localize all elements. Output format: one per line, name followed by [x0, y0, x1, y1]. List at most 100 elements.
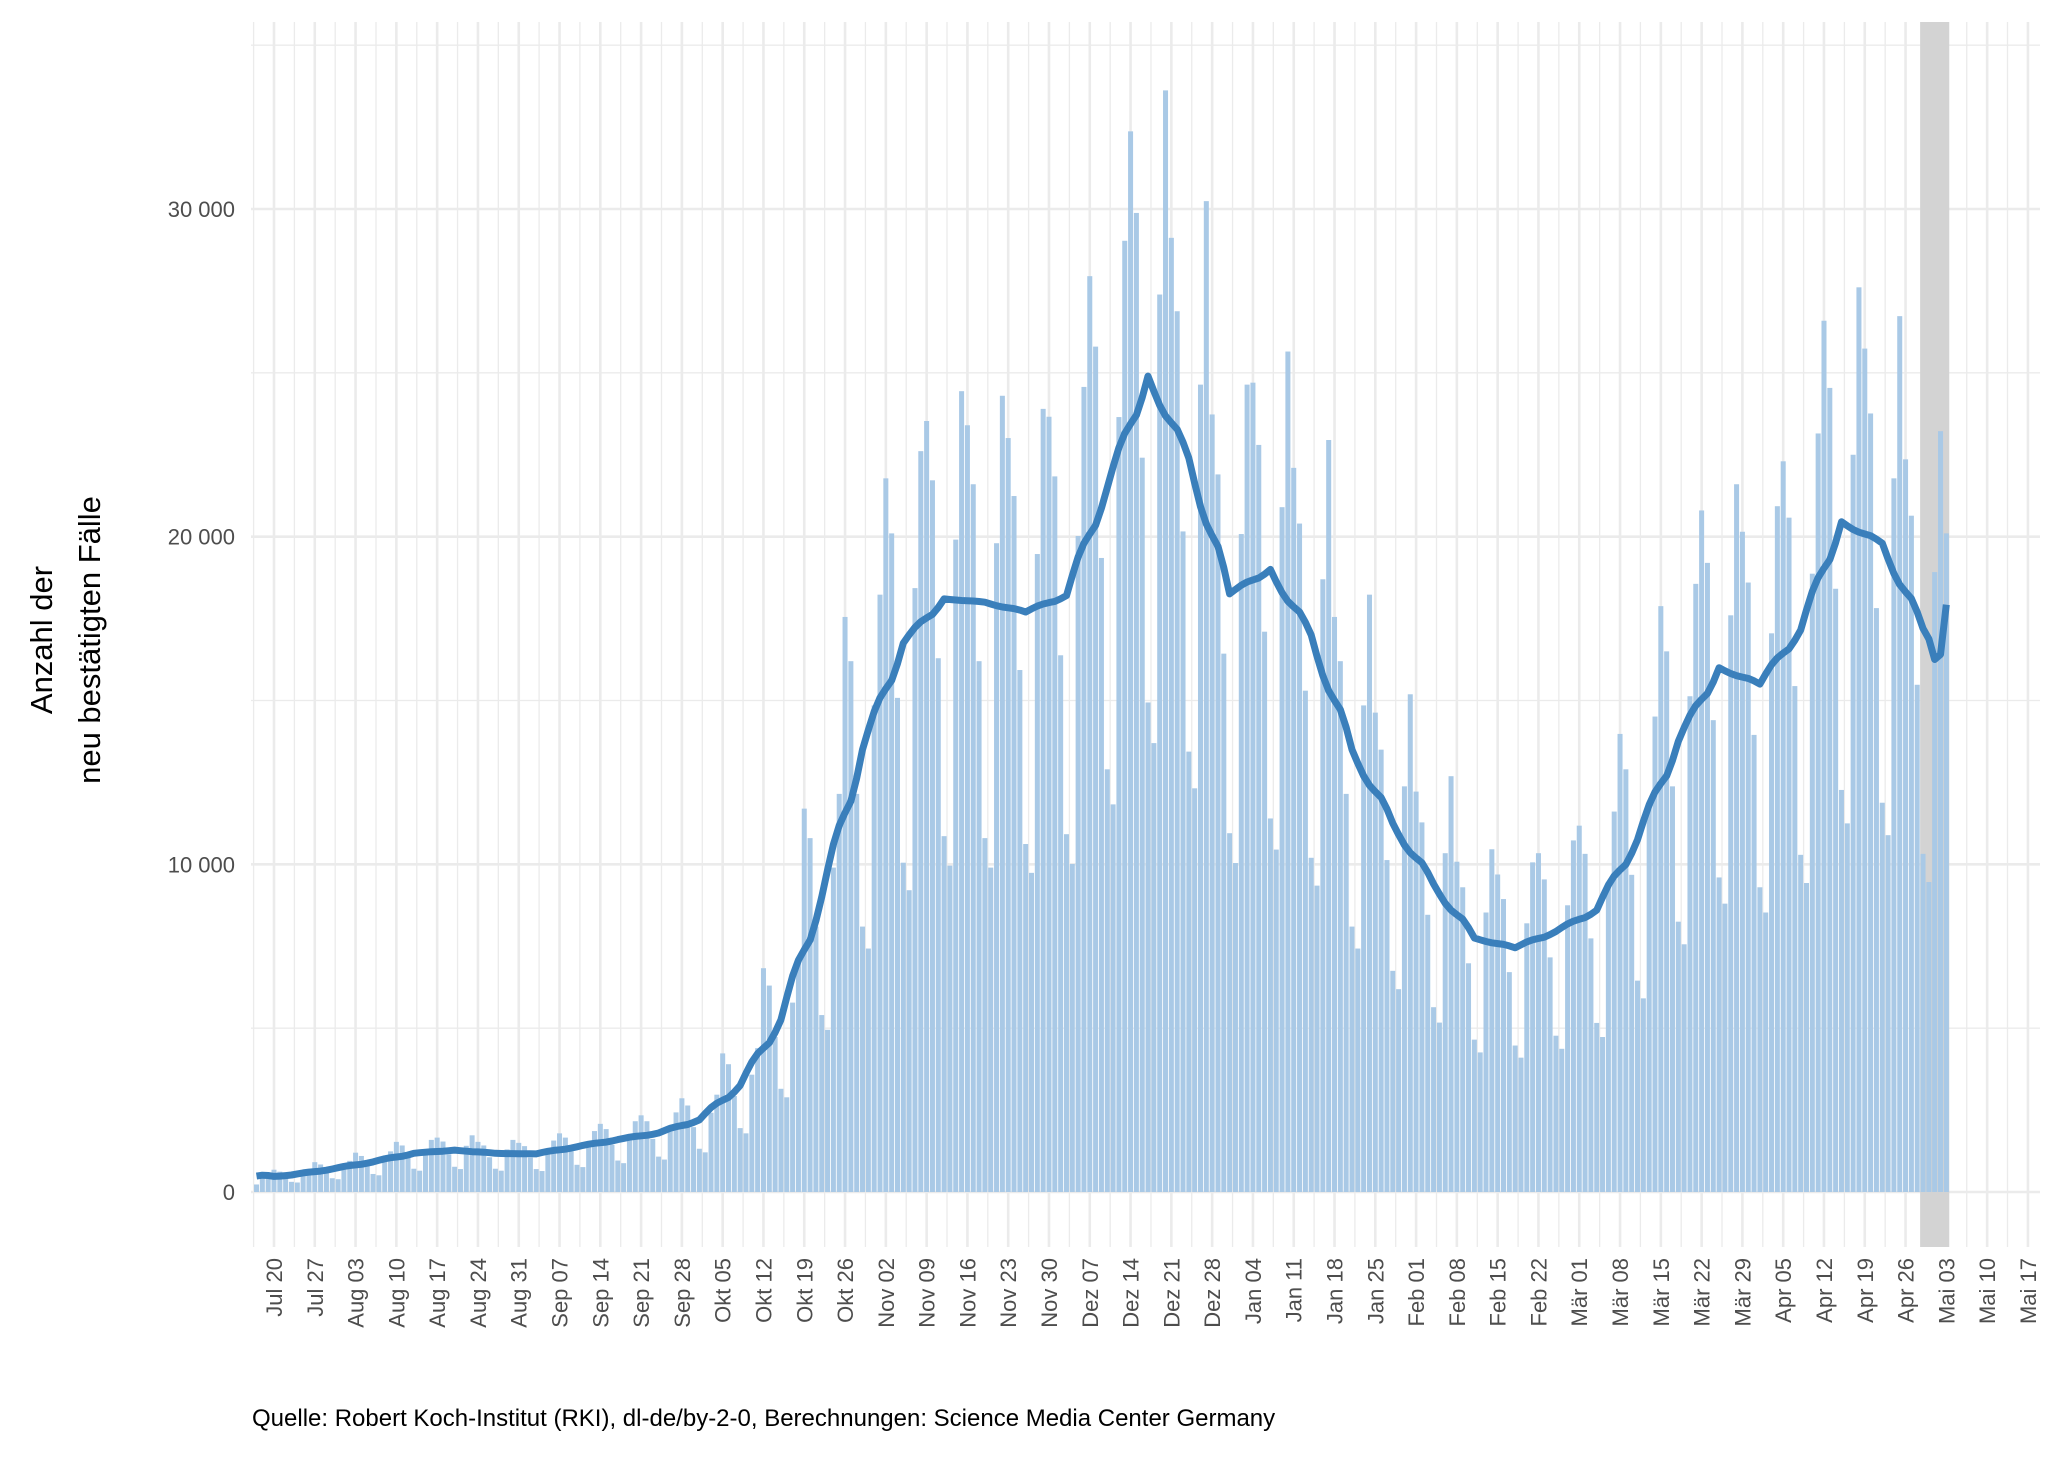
bar-day [778, 1088, 784, 1192]
bar-day [370, 1173, 376, 1192]
x-tick-label: Aug 31 [507, 1258, 532, 1328]
x-tick-label: Dez 21 [1159, 1258, 1184, 1328]
bar-day [1332, 616, 1338, 1192]
bar-day [382, 1158, 388, 1192]
bar-day [906, 890, 912, 1192]
bar-day [1769, 633, 1775, 1192]
x-tick-label: Apr 26 [1894, 1258, 1919, 1323]
bar-day [1675, 921, 1681, 1192]
bar-day [1565, 905, 1571, 1192]
bar-day [1186, 751, 1192, 1192]
bar-day [551, 1140, 557, 1192]
bar-day [1157, 294, 1163, 1192]
bar-day [667, 1127, 673, 1192]
bar-day [1168, 237, 1174, 1193]
bar-day [1716, 877, 1722, 1192]
bar-day [574, 1164, 580, 1192]
bar-day [871, 705, 877, 1192]
bar-day [1052, 476, 1058, 1193]
bar-day [1844, 823, 1850, 1192]
bar-day [376, 1175, 382, 1192]
bar-day [1133, 212, 1139, 1192]
bar-day [1413, 791, 1419, 1192]
bar-day [1343, 793, 1349, 1192]
bar-day [1098, 557, 1104, 1192]
bar-day [1669, 786, 1675, 1192]
bar-day [854, 793, 860, 1192]
bar-day [755, 1048, 761, 1192]
bar-day [1250, 382, 1256, 1192]
bar-day [947, 865, 953, 1192]
bar-day [1384, 860, 1390, 1192]
bar-day [1366, 594, 1372, 1192]
bar-day [1262, 631, 1268, 1192]
bar-day [1885, 835, 1891, 1192]
bar-day [1460, 887, 1466, 1192]
bar-day [1809, 573, 1815, 1192]
x-tick-label: Sep 07 [548, 1258, 573, 1328]
bar-day [434, 1137, 440, 1192]
bar-day [417, 1170, 423, 1192]
bar-day [1547, 957, 1553, 1192]
source-caption: Quelle: Robert Koch-Institut (RKI), dl-d… [252, 1405, 1275, 1432]
bar-day [1401, 786, 1407, 1192]
bar-day [1431, 1007, 1437, 1192]
bar-day [807, 838, 813, 1192]
bar-day [1838, 789, 1844, 1192]
x-tick-label: Mär 29 [1730, 1258, 1755, 1326]
bar-day [364, 1164, 370, 1192]
bar-day [685, 1105, 691, 1192]
bar-day [1244, 384, 1250, 1192]
bar-day [1349, 926, 1355, 1192]
bar-day [1792, 686, 1798, 1192]
bar-day [1063, 834, 1069, 1192]
bar-day [1757, 887, 1763, 1192]
bar-day [1530, 862, 1536, 1192]
bar-day [1174, 311, 1180, 1192]
bar-day [1308, 857, 1314, 1192]
bar-day [1524, 923, 1530, 1192]
bar-day [1495, 874, 1501, 1192]
bar-day [1471, 1039, 1477, 1192]
x-tick-label: Dez 07 [1078, 1258, 1103, 1328]
bar-day [784, 1097, 790, 1192]
bar-day [1005, 438, 1011, 1192]
bar-day [1273, 849, 1279, 1192]
bar-day [1390, 970, 1396, 1192]
bar-day [1803, 883, 1810, 1192]
bar-day [1069, 864, 1075, 1192]
x-tick-label: Apr 05 [1771, 1258, 1796, 1323]
bar-day [1868, 413, 1874, 1192]
bar-day [1623, 769, 1629, 1192]
bar-day [492, 1168, 498, 1192]
bar-day [743, 1133, 749, 1192]
moving-average-line [255, 372, 1950, 1180]
bar-day [1739, 531, 1745, 1192]
bar-day [924, 421, 930, 1192]
bar-day [953, 539, 959, 1192]
bar-day [533, 1169, 539, 1192]
bar-day [341, 1166, 347, 1192]
bar-day [1920, 853, 1926, 1192]
bar-day [259, 1176, 265, 1192]
x-tick-label: Dez 14 [1119, 1258, 1144, 1328]
bar-day [1821, 320, 1827, 1192]
bar-day [1232, 863, 1238, 1192]
bar-day [1040, 408, 1046, 1192]
bar-day [347, 1160, 353, 1192]
bar-day [696, 1148, 702, 1192]
bar-day [1197, 384, 1203, 1192]
bar-day [294, 1182, 300, 1192]
bar-day [650, 1138, 656, 1192]
bar-day [638, 1115, 644, 1192]
x-tick-label: Aug 03 [344, 1258, 369, 1328]
bar-day [254, 1184, 260, 1192]
bar-day [1337, 661, 1343, 1192]
bar-day [1576, 825, 1582, 1192]
bar-day [1192, 788, 1198, 1192]
bar-day [982, 838, 988, 1192]
bar-day [1256, 444, 1262, 1192]
bar-day [1145, 702, 1151, 1192]
bar-day [1897, 316, 1903, 1193]
y-tick-label: 20 000 [168, 525, 235, 550]
